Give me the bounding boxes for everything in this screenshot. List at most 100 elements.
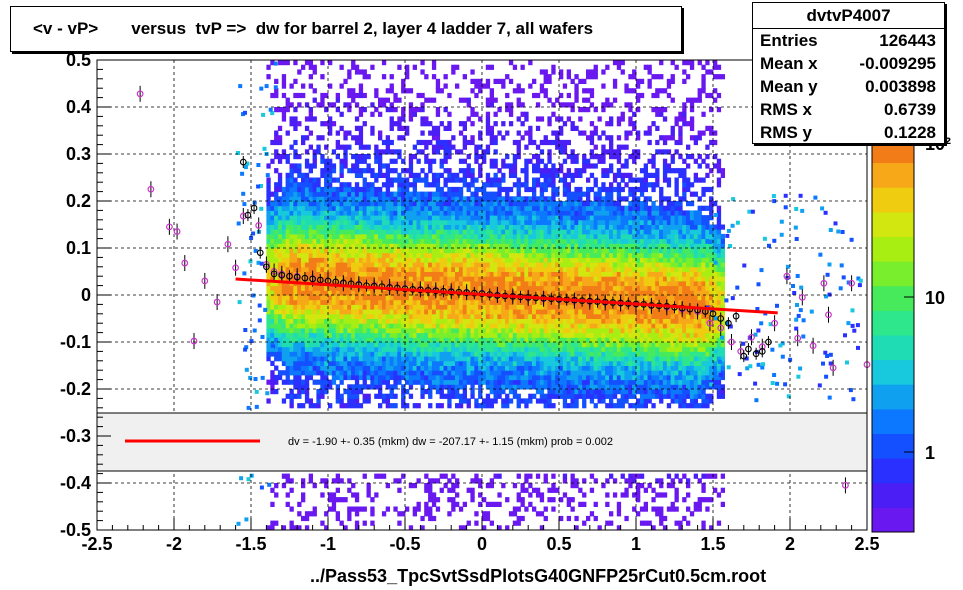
heatmap-cell — [389, 229, 394, 235]
heatmap-cell — [451, 196, 456, 202]
heatmap-cell — [308, 168, 313, 174]
heatmap-cell — [597, 393, 602, 399]
heatmap-cell — [562, 257, 568, 263]
heatmap-cell — [431, 135, 437, 141]
heatmap-cell — [447, 313, 452, 319]
heatmap-cell — [462, 158, 467, 164]
heatmap-cell — [443, 177, 448, 183]
heatmap-cell — [304, 238, 310, 244]
heatmap-cell — [381, 318, 387, 324]
heatmap-cell — [543, 233, 548, 240]
heatmap-cell — [435, 111, 441, 117]
heatmap-cell — [520, 266, 525, 272]
heatmap-cell — [497, 323, 502, 329]
heatmap-cell — [466, 238, 471, 244]
heatmap-cell — [331, 257, 337, 263]
heatmap-cell — [320, 492, 325, 498]
heatmap-cell — [474, 360, 479, 366]
heatmap-cell — [539, 285, 545, 291]
heatmap-cell — [420, 365, 425, 371]
heatmap-cell — [443, 473, 448, 479]
heatmap-cell — [389, 238, 394, 244]
heatmap-cell — [331, 360, 337, 366]
heatmap-cell — [358, 201, 364, 207]
heatmap-cell — [312, 64, 317, 70]
heatmap-cell — [597, 351, 602, 357]
heatmap-cell — [343, 257, 348, 263]
heatmap-cell — [559, 252, 564, 258]
heatmap-cell — [385, 201, 390, 207]
heatmap-cell — [277, 172, 283, 178]
heatmap-cell — [354, 252, 360, 258]
heatmap-cell — [374, 309, 379, 315]
heatmap-cell — [381, 295, 387, 301]
heatmap-cell — [562, 186, 568, 193]
heatmap-cell — [539, 182, 545, 188]
heatmap-cell — [428, 506, 433, 512]
heatmap-cell — [451, 374, 456, 381]
heatmap-cell — [574, 342, 579, 348]
heatmap-cell — [289, 252, 294, 258]
heatmap-cell — [562, 365, 568, 371]
heatmap-cell — [555, 139, 560, 146]
heatmap-cell — [339, 248, 344, 254]
heatmap-cell — [412, 238, 417, 244]
heatmap-cell — [535, 384, 541, 390]
heatmap-cell — [462, 219, 467, 225]
heatmap-cell — [489, 370, 494, 376]
heatmap-cell — [281, 243, 287, 249]
heatmap-cell — [378, 149, 383, 155]
heatmap-cell — [351, 205, 356, 211]
heatmap-cell — [478, 116, 483, 122]
heatmap-cell — [528, 248, 533, 254]
heatmap-cell — [470, 360, 475, 366]
heatmap-cell — [354, 266, 360, 272]
heatmap-cell — [566, 318, 571, 324]
heatmap-cell — [331, 318, 337, 324]
heatmap-cell — [582, 219, 587, 225]
heatmap-cell — [381, 379, 387, 385]
heatmap-cell — [366, 332, 371, 338]
heatmap-cell — [420, 252, 425, 258]
heatmap-cell — [559, 116, 564, 122]
heatmap-cell — [270, 285, 275, 291]
heatmap-cell — [582, 168, 587, 174]
heatmap-cell — [424, 224, 429, 230]
heatmap-cell — [489, 299, 494, 305]
heatmap-cell — [270, 215, 275, 221]
heatmap-cell — [266, 346, 271, 352]
heatmap-cell — [439, 309, 444, 315]
heatmap-cell — [528, 323, 533, 329]
heatmap-cell — [304, 219, 310, 225]
heatmap-cell — [589, 229, 595, 235]
heatmap-cell — [301, 497, 306, 503]
heatmap-cell — [524, 313, 529, 319]
heatmap-cell — [562, 210, 568, 216]
heatmap-cell — [424, 191, 429, 197]
heatmap-cell — [405, 351, 410, 357]
heatmap-cell — [312, 337, 317, 343]
heatmap-cell — [516, 332, 521, 338]
heatmap-cell — [524, 172, 529, 178]
heatmap-cell — [347, 374, 352, 381]
heatmap-cell — [443, 144, 448, 150]
heatmap-cell — [559, 243, 564, 249]
heatmap-cell — [351, 266, 356, 272]
heatmap-cell — [385, 238, 390, 244]
heatmap-cell — [324, 356, 329, 362]
heatmap-cell — [497, 276, 502, 282]
heatmap-cell — [370, 365, 375, 371]
heatmap-cell — [597, 196, 602, 202]
heatmap-cell — [532, 280, 537, 287]
heatmap-cell — [593, 271, 598, 277]
heatmap-cell — [293, 309, 298, 315]
heatmap-cell — [362, 210, 367, 216]
heatmap-cell — [474, 224, 479, 230]
heatmap-cell — [312, 266, 317, 272]
heatmap-cell — [574, 280, 579, 287]
heatmap-cell — [566, 346, 571, 352]
heatmap-cell — [551, 327, 556, 334]
heatmap-cell — [412, 374, 417, 381]
heatmap-cell — [274, 130, 279, 136]
heatmap-cell — [343, 149, 348, 155]
